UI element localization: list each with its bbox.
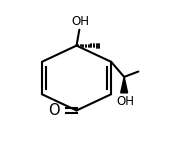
Text: OH: OH bbox=[116, 95, 134, 108]
Polygon shape bbox=[121, 77, 128, 93]
Text: O: O bbox=[48, 103, 60, 118]
Text: OH: OH bbox=[71, 15, 89, 28]
